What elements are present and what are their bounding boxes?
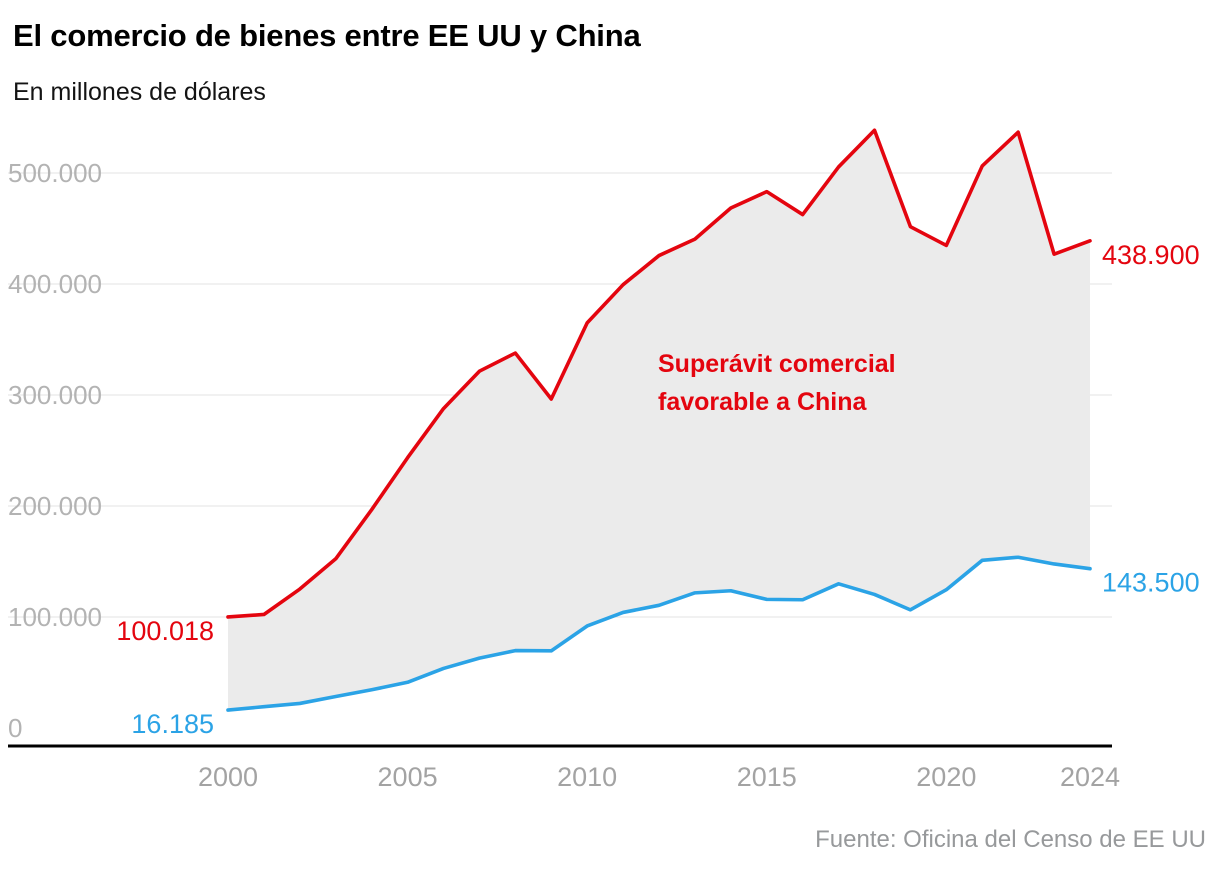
surplus-area [228,130,1090,711]
value-label-blue-end: 143.500 [1102,568,1200,598]
x-tick-label: 2024 [1060,762,1120,792]
value-label-blue-start: 16.185 [131,709,214,739]
x-tick-label: 2010 [557,762,617,792]
red-line [226,128,1092,619]
y-tick-label: 300.000 [8,380,102,410]
chart-subtitle: En millones de dólares [13,78,266,106]
y-tick-label: 400.000 [8,269,102,299]
value-label-red-end: 438.900 [1102,240,1200,270]
blue-line [226,555,1092,712]
x-tick-label: 2015 [737,762,797,792]
chart-title: El comercio de bienes entre EE UU y Chin… [13,18,641,53]
source-credit: Fuente: Oficina del Censo de EE UU [815,826,1206,853]
x-tick-label: 2005 [378,762,438,792]
y-tick-label: 200.000 [8,491,102,521]
y-tick-label: 500.000 [8,158,102,188]
value-label-red-start: 100.018 [116,616,214,646]
x-tick-label: 2000 [198,762,258,792]
y-tick-label: 0 [8,713,22,743]
annotation-text: favorable a China [658,388,867,416]
x-tick-label: 2020 [916,762,976,792]
y-tick-label: 100.000 [8,602,102,632]
annotation-text: Superávit comercial [658,350,896,378]
